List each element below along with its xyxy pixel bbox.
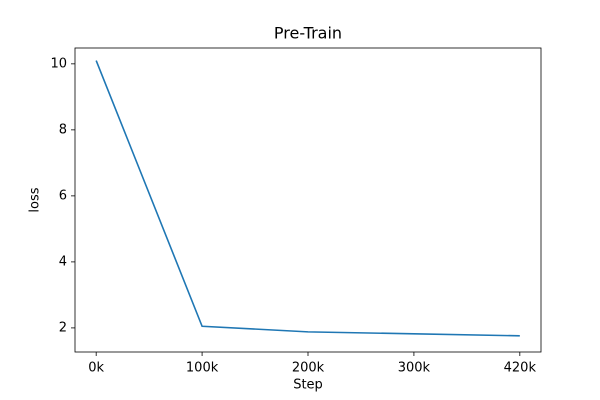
- y-tick-label: 10: [50, 56, 67, 71]
- y-tick-label: 6: [59, 188, 67, 203]
- line: [95, 60, 520, 337]
- y-tick-label: 4: [59, 254, 67, 269]
- x-tick-label: 420k: [504, 361, 537, 376]
- x-tick-label: 0k: [88, 361, 104, 376]
- y-tick-label: 2: [59, 320, 67, 335]
- y-tick-label: 8: [59, 122, 67, 137]
- x-tick-label: 100k: [186, 361, 219, 376]
- x-tick-label: 300k: [398, 361, 431, 376]
- x-axis-label: Step: [293, 378, 323, 393]
- plot-frame: [74, 47, 542, 353]
- x-tick-label: 200k: [292, 361, 325, 376]
- chart-title: Pre-Train: [274, 24, 342, 43]
- y-axis-label: loss: [28, 187, 43, 212]
